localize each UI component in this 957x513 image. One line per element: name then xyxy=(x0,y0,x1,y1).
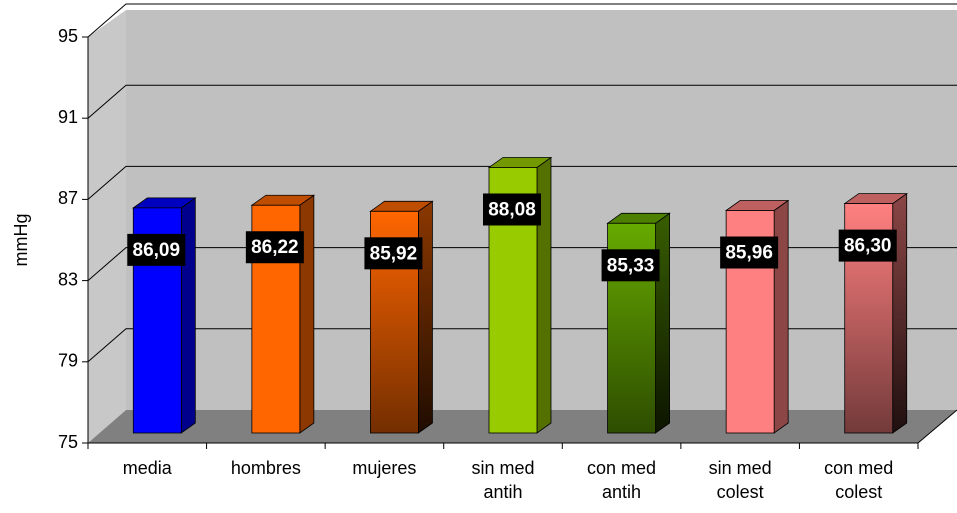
y-tick-label: 75 xyxy=(58,432,78,452)
y-tick-label: 91 xyxy=(58,107,78,127)
value-label-box xyxy=(127,233,186,266)
bar-side xyxy=(773,199,789,434)
y-tick-label: 95 xyxy=(58,26,78,46)
grid-line xyxy=(87,84,957,119)
value-label-box xyxy=(838,229,897,262)
value-label-box xyxy=(364,237,423,270)
value-label-box xyxy=(245,231,304,264)
y-axis-label: mmHg xyxy=(11,214,31,267)
value-label: 86,30 xyxy=(844,236,892,257)
value-label: 85,92 xyxy=(370,243,418,264)
y-tick-label: 87 xyxy=(58,188,78,208)
grid-line xyxy=(87,247,957,281)
value-label: 86,09 xyxy=(133,240,181,261)
bar-side xyxy=(418,200,433,434)
grid-line xyxy=(87,165,957,200)
value-label: 85,96 xyxy=(725,243,773,264)
grid-line xyxy=(87,328,957,363)
floor-edge xyxy=(917,409,957,444)
x-tick-label: sin med antih xyxy=(471,458,535,502)
x-tick-label: media xyxy=(122,458,172,478)
value-label: 88,08 xyxy=(488,199,536,220)
value-label: 86,22 xyxy=(251,237,299,258)
bar-side xyxy=(180,197,196,434)
bar-side xyxy=(299,194,315,434)
side-wall xyxy=(88,10,126,443)
value-label-box xyxy=(601,249,660,282)
x-tick-label: con med colest xyxy=(824,458,894,502)
bar-side xyxy=(655,212,670,434)
value-label-box xyxy=(483,193,541,226)
x-tick-label: mujeres xyxy=(352,458,417,478)
y-tick-label: 83 xyxy=(58,269,78,289)
x-tick-label: hombres xyxy=(230,458,301,478)
x-tick-label: sin med colest xyxy=(708,458,772,502)
y-tick-label: 79 xyxy=(58,351,78,371)
value-label-box xyxy=(720,236,779,269)
x-tick-label: con med antih xyxy=(587,458,657,502)
value-label: 85,33 xyxy=(607,255,655,276)
bar-side xyxy=(892,192,908,434)
grid-line xyxy=(87,3,957,38)
